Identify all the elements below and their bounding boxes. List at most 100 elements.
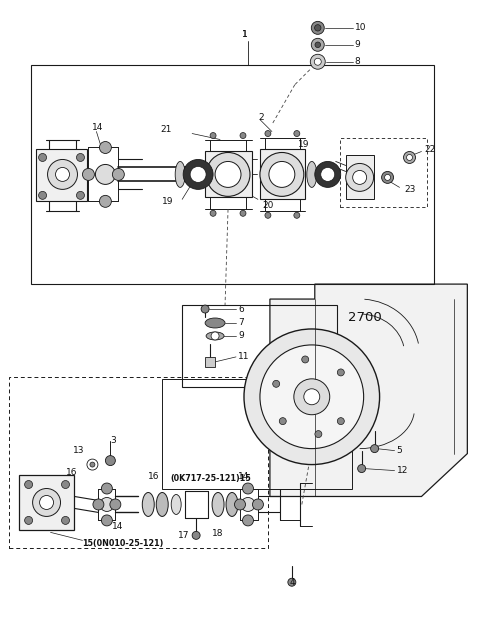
Circle shape — [321, 167, 335, 181]
Text: 16: 16 — [65, 468, 77, 477]
Bar — [19, 475, 74, 530]
Circle shape — [273, 380, 280, 387]
Circle shape — [38, 153, 47, 162]
Circle shape — [201, 305, 209, 313]
Text: 6: 6 — [238, 305, 244, 314]
Text: 14: 14 — [93, 123, 104, 132]
Circle shape — [252, 499, 264, 510]
Bar — [9, 377, 268, 548]
Circle shape — [312, 21, 324, 35]
Circle shape — [265, 212, 271, 219]
Ellipse shape — [205, 318, 225, 328]
Polygon shape — [260, 150, 305, 199]
Circle shape — [240, 210, 246, 216]
Circle shape — [294, 212, 300, 219]
Circle shape — [210, 132, 216, 139]
Ellipse shape — [206, 332, 224, 340]
Text: 13: 13 — [72, 446, 84, 455]
Circle shape — [99, 196, 111, 207]
Ellipse shape — [156, 493, 168, 516]
Circle shape — [101, 483, 112, 494]
Bar — [205, 357, 215, 367]
Circle shape — [24, 516, 33, 525]
Text: 17: 17 — [178, 531, 190, 540]
Circle shape — [24, 481, 33, 488]
Text: 18: 18 — [212, 529, 224, 538]
Polygon shape — [270, 284, 468, 497]
Text: 2: 2 — [258, 113, 264, 122]
Circle shape — [48, 160, 77, 189]
Circle shape — [56, 167, 70, 181]
Circle shape — [260, 153, 304, 196]
Circle shape — [382, 171, 394, 183]
Circle shape — [314, 25, 321, 31]
Circle shape — [242, 483, 253, 494]
Text: 22: 22 — [424, 145, 436, 154]
Circle shape — [61, 516, 70, 525]
Circle shape — [315, 431, 322, 438]
Circle shape — [404, 151, 416, 164]
Text: 15(0N010-25-121): 15(0N010-25-121) — [83, 539, 164, 548]
Circle shape — [106, 456, 115, 466]
Text: 7: 7 — [238, 318, 244, 328]
Circle shape — [101, 515, 112, 526]
Circle shape — [110, 499, 121, 510]
Circle shape — [99, 141, 111, 153]
Circle shape — [112, 169, 124, 180]
Circle shape — [315, 42, 321, 47]
Circle shape — [310, 54, 325, 69]
Circle shape — [39, 495, 54, 509]
Text: 10: 10 — [355, 24, 366, 33]
Circle shape — [314, 58, 321, 65]
Text: 23: 23 — [405, 185, 416, 194]
Circle shape — [242, 515, 253, 526]
Circle shape — [210, 210, 216, 216]
Circle shape — [33, 488, 60, 516]
Circle shape — [269, 162, 295, 187]
Text: 9: 9 — [355, 40, 360, 49]
Text: 11: 11 — [238, 352, 250, 362]
Circle shape — [312, 38, 324, 51]
Circle shape — [265, 130, 271, 137]
Circle shape — [90, 462, 95, 467]
Text: (0K717-25-121)15: (0K717-25-121)15 — [170, 474, 251, 483]
Circle shape — [244, 329, 380, 465]
Text: 14: 14 — [112, 522, 124, 531]
Ellipse shape — [171, 495, 181, 514]
Circle shape — [371, 445, 379, 452]
Text: 19: 19 — [162, 197, 174, 206]
Circle shape — [346, 164, 373, 191]
Circle shape — [302, 356, 309, 363]
Text: 2700: 2700 — [348, 311, 382, 323]
Text: 4: 4 — [290, 578, 296, 587]
Circle shape — [76, 153, 84, 162]
Text: 12: 12 — [396, 466, 408, 475]
Circle shape — [241, 498, 255, 511]
Text: 5: 5 — [396, 446, 402, 455]
Circle shape — [407, 155, 412, 160]
Circle shape — [93, 499, 104, 510]
Text: 8: 8 — [355, 58, 360, 66]
Circle shape — [279, 418, 286, 425]
Bar — [340, 137, 428, 207]
Bar — [346, 155, 373, 199]
Circle shape — [192, 532, 200, 539]
Text: 3: 3 — [110, 436, 116, 445]
Bar — [31, 65, 434, 284]
Ellipse shape — [142, 493, 154, 516]
Text: 20: 20 — [262, 201, 273, 210]
Text: 14: 14 — [238, 472, 250, 481]
Text: 19: 19 — [298, 140, 309, 149]
Circle shape — [206, 153, 250, 196]
Circle shape — [358, 465, 366, 473]
Circle shape — [96, 164, 115, 185]
Circle shape — [337, 369, 344, 376]
Circle shape — [240, 132, 246, 139]
Ellipse shape — [212, 493, 224, 516]
Text: 1: 1 — [242, 30, 248, 40]
Ellipse shape — [226, 493, 238, 516]
Circle shape — [304, 389, 320, 404]
Circle shape — [235, 499, 245, 510]
Circle shape — [38, 191, 47, 199]
Circle shape — [294, 379, 330, 415]
